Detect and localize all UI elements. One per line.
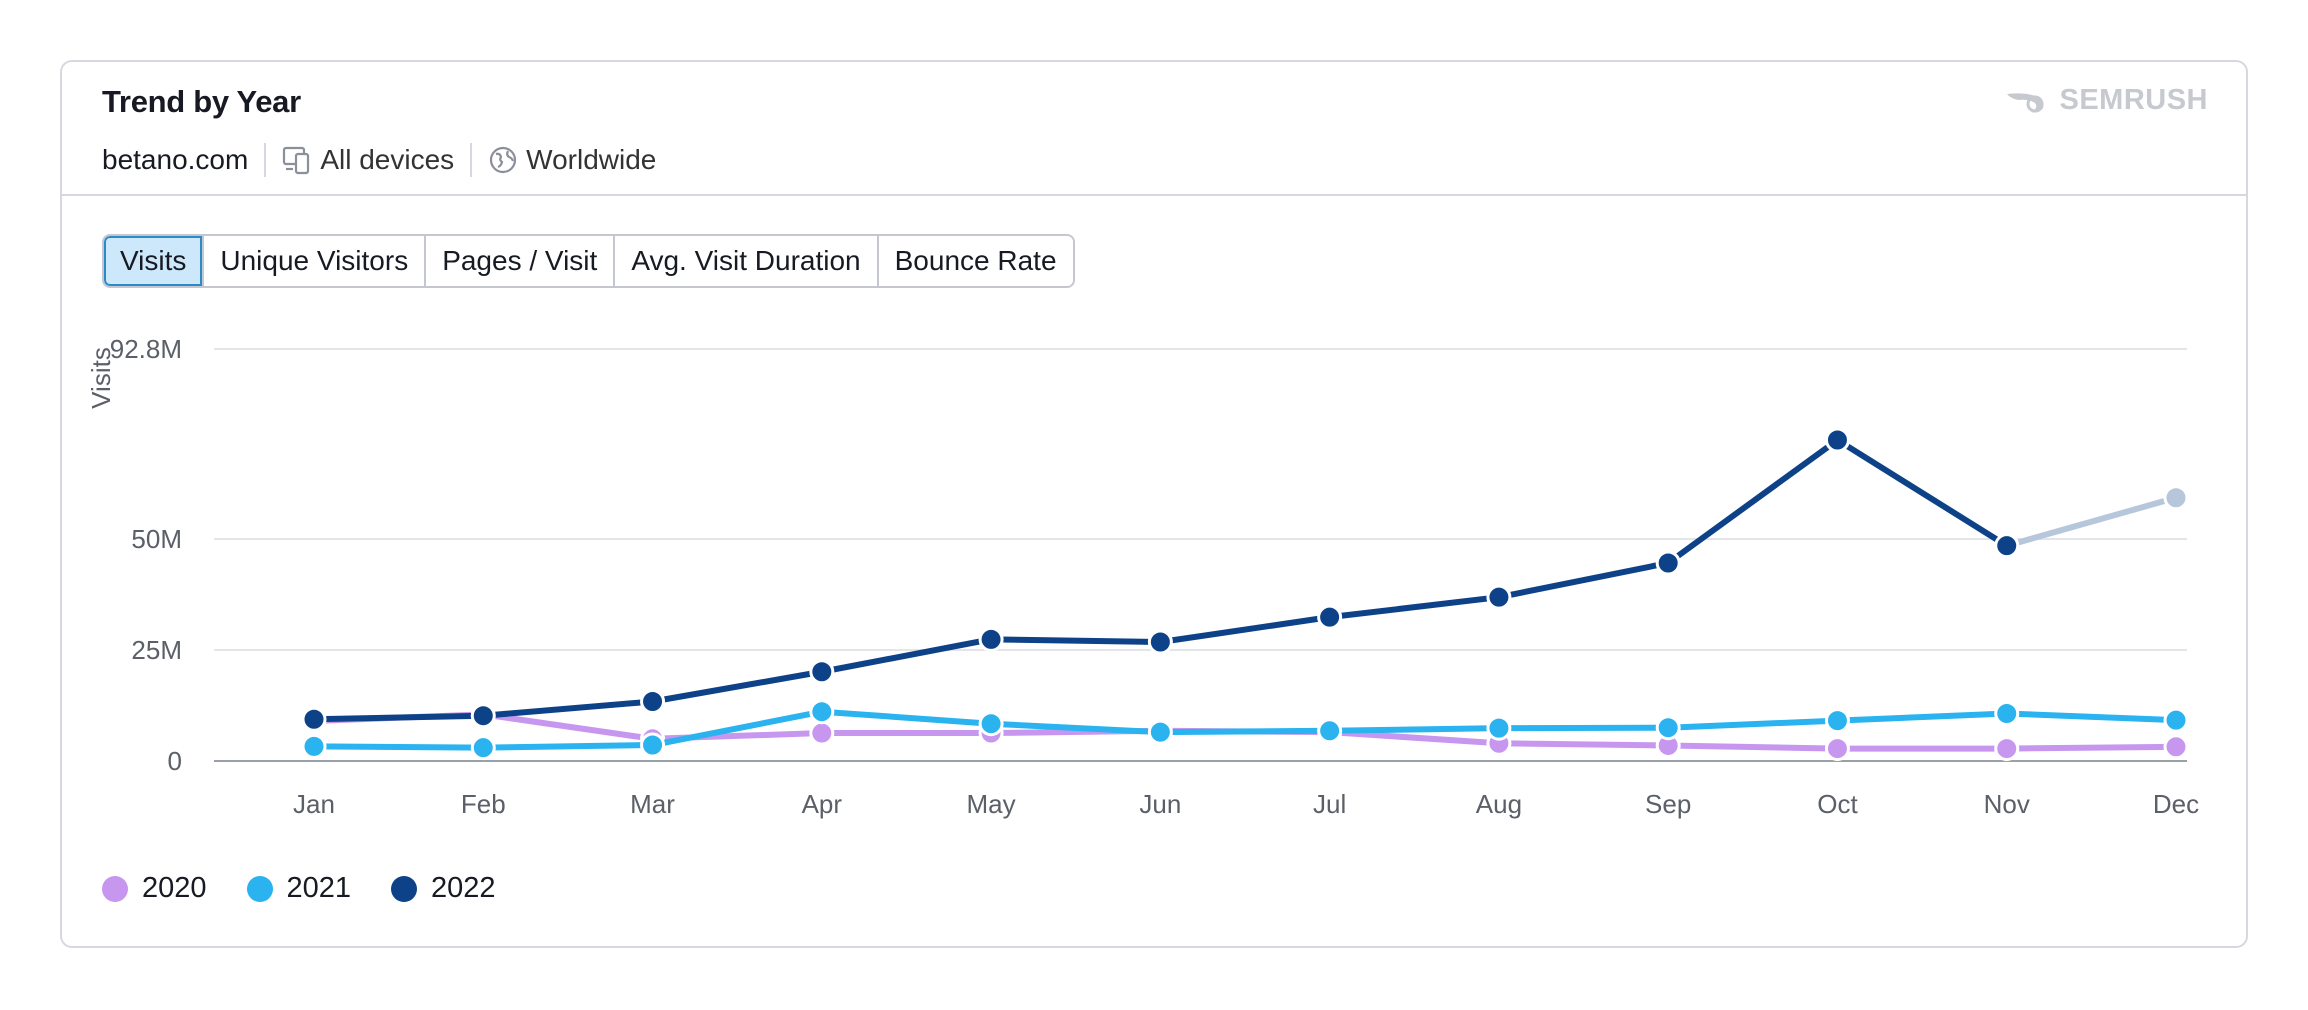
tab-visits[interactable]: Visits [104,236,203,286]
data-point[interactable] [470,703,496,729]
x-tick-label: Jun [1139,789,1181,819]
series-line [313,711,2177,752]
metric-tabs: Visits Unique Visitors Pages / Visit Avg… [102,234,1075,288]
data-point[interactable] [1655,732,1681,758]
data-point[interactable] [1317,719,1343,745]
data-point[interactable] [809,699,835,725]
legend-label: 2022 [431,872,496,904]
data-point[interactable] [2163,734,2189,760]
data-point[interactable] [301,706,327,732]
chart-legend: 2020 2021 2022 [102,872,496,905]
device-filter[interactable]: All devices [282,144,454,176]
x-tick-label: May [967,789,1016,819]
y-axis-label: Visits [86,347,116,409]
legend-item-2020[interactable]: 2020 [102,872,207,905]
data-point[interactable] [1655,715,1681,741]
legend-item-2022[interactable]: 2022 [391,872,496,905]
data-point[interactable] [1655,550,1681,576]
x-tick-label: Sep [1645,789,1691,819]
y-tick-label: 92.8M [110,334,182,364]
devices-icon [283,146,310,175]
tab-bounce-rate[interactable]: Bounce Rate [876,236,1073,286]
globe-icon [490,146,517,174]
data-point[interactable] [301,708,327,734]
data-point[interactable] [470,701,496,727]
tab-pages-per-visit[interactable]: Pages / Visit [424,236,614,286]
device-label: All devices [320,144,455,175]
data-point[interactable] [1147,629,1173,655]
data-point[interactable] [978,720,1004,746]
data-point[interactable] [1824,708,1850,734]
data-point[interactable] [640,726,666,752]
legend-swatch [246,875,273,902]
x-tick-label: Oct [1817,789,1858,819]
data-point[interactable] [1486,584,1512,610]
y-tick-label: 25M [131,635,182,665]
data-point[interactable] [1317,604,1343,630]
divider [470,143,473,177]
domain-label: betano.com [102,144,249,175]
y-axis-ticks: 0 25M 50M 92.8M [110,334,182,776]
data-point[interactable] [809,720,835,746]
data-point[interactable] [640,689,666,715]
x-tick-label: Feb [461,789,506,819]
card-title: Trend by Year [102,84,301,119]
legend-swatch [391,875,418,902]
data-point[interactable] [1317,718,1343,744]
region-filter[interactable]: Worldwide [488,144,656,176]
divider [264,143,267,177]
data-point[interactable] [1486,715,1512,741]
data-point[interactable] [1994,736,2020,762]
legend-label: 2021 [286,872,352,904]
series-line [313,708,2177,751]
data-point[interactable] [978,711,1004,737]
data-point[interactable] [1486,730,1512,756]
region-label: Worldwide [526,144,657,175]
filter-row: betano.com All devices Worldwide [102,140,656,180]
y-tick-label: 0 [168,746,182,776]
data-point[interactable] [1994,700,2020,726]
data-point[interactable] [1824,427,1850,453]
chart-grid [214,348,2187,762]
x-tick-label: Jan [293,789,335,819]
tab-unique-visitors[interactable]: Unique Visitors [202,236,425,286]
data-point[interactable] [978,626,1004,652]
trend-by-year-card: Trend by Year betano.com All devices Wor… [60,60,2248,948]
chart-series [301,427,2189,762]
x-tick-label: Mar [630,789,675,819]
y-tick-label: 50M [131,524,182,554]
legend-item-2021[interactable]: 2021 [246,872,352,905]
legend-label: 2020 [142,872,207,904]
data-point[interactable] [809,659,835,685]
x-axis-ticks: Jan Feb Mar Apr May Jun Jul Aug Sep Oct Nov Dec [293,789,2199,819]
card-header: Trend by Year betano.com All devices Wor… [62,62,2246,196]
data-point[interactable] [470,735,496,761]
data-point[interactable] [2163,707,2189,733]
data-point[interactable] [1147,718,1173,744]
data-point[interactable] [640,732,666,758]
data-point[interactable] [1994,533,2020,559]
logo-text: SEMRUSH [2059,84,2208,116]
x-tick-label: Dec [2153,789,2199,819]
tab-avg-visit-duration[interactable]: Avg. Visit Duration [613,236,877,286]
x-tick-label: Jul [1313,789,1346,819]
data-point[interactable] [1147,719,1173,745]
series-2021 [301,699,2189,761]
legend-swatch [102,875,128,902]
x-tick-label: Aug [1476,789,1522,819]
series-line-partial [2005,494,2177,549]
series-2022 [301,427,2189,732]
x-tick-label: Nov [1984,789,2030,819]
semrush-logo: SEMRUSH [2005,84,2208,117]
data-point[interactable] [2163,485,2189,511]
data-point[interactable] [1824,736,1850,762]
semrush-flame-icon [2007,92,2044,112]
series-line [313,437,2009,723]
x-tick-label: Apr [802,789,843,819]
series-2020 [301,701,2189,762]
data-point[interactable] [301,733,327,759]
